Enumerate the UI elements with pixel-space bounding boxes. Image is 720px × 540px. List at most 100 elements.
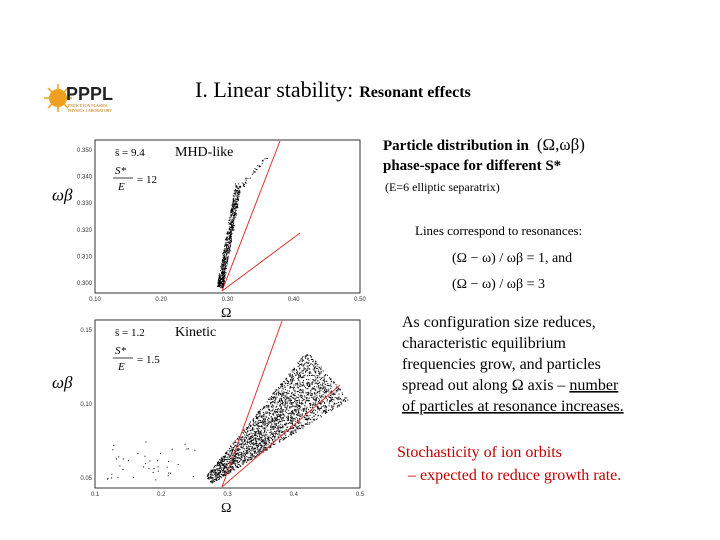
dot xyxy=(302,381,304,383)
dot xyxy=(284,392,286,394)
dot xyxy=(300,415,302,417)
dot xyxy=(310,411,312,413)
dot xyxy=(299,405,301,407)
dot xyxy=(264,442,266,444)
dot xyxy=(234,192,236,194)
dot xyxy=(281,401,283,403)
dot xyxy=(234,458,236,460)
dot xyxy=(259,444,261,446)
dot xyxy=(222,474,224,476)
dot xyxy=(319,409,321,411)
dot xyxy=(290,413,292,415)
dot xyxy=(329,377,331,379)
dot xyxy=(297,384,299,386)
dot xyxy=(315,372,317,374)
dot xyxy=(236,201,238,203)
dot xyxy=(318,369,320,371)
dot xyxy=(261,435,263,437)
dot xyxy=(252,419,254,421)
dot xyxy=(297,414,299,416)
dot xyxy=(222,276,224,278)
dot xyxy=(301,396,303,398)
dot xyxy=(237,453,239,455)
dot xyxy=(279,431,281,433)
dot xyxy=(223,268,225,270)
dot xyxy=(270,446,272,448)
dot xyxy=(233,469,235,471)
dot xyxy=(294,368,296,370)
dot xyxy=(282,393,284,395)
dot xyxy=(264,406,266,408)
dot xyxy=(327,383,329,385)
dot xyxy=(215,465,217,467)
dot xyxy=(258,422,260,424)
dot xyxy=(296,409,298,411)
dot xyxy=(259,436,261,438)
dot xyxy=(287,380,289,382)
dot xyxy=(299,392,301,394)
dot xyxy=(245,458,247,460)
dot xyxy=(330,383,332,385)
dot xyxy=(290,383,292,385)
dot xyxy=(223,469,225,471)
dot xyxy=(221,469,223,471)
dot xyxy=(231,225,233,227)
dot xyxy=(293,384,295,386)
plot-label: MHD-like xyxy=(175,145,233,160)
dot xyxy=(224,251,226,253)
dot xyxy=(282,439,284,441)
dot xyxy=(290,406,292,408)
dot xyxy=(221,266,223,268)
dot xyxy=(212,474,214,476)
dot xyxy=(251,445,253,447)
dot xyxy=(215,479,217,481)
x-tick-label: 0.30 xyxy=(222,297,234,303)
dot xyxy=(240,454,242,456)
dot xyxy=(306,399,308,401)
dot xyxy=(229,235,231,237)
dot xyxy=(311,383,313,385)
dot xyxy=(152,471,154,473)
dot xyxy=(218,275,220,277)
dot xyxy=(246,461,248,463)
dot xyxy=(219,462,221,464)
dot xyxy=(311,388,313,390)
dot xyxy=(256,424,258,426)
dot xyxy=(243,443,245,445)
dot xyxy=(248,439,250,441)
dot xyxy=(231,214,233,216)
dot xyxy=(224,274,226,276)
dot xyxy=(304,407,306,409)
dot xyxy=(233,227,235,229)
dot xyxy=(246,451,248,453)
dot xyxy=(290,422,292,424)
dot xyxy=(312,379,314,381)
dot xyxy=(227,257,229,259)
dot xyxy=(281,400,283,402)
dot xyxy=(237,452,239,454)
dot xyxy=(299,418,301,420)
dot xyxy=(230,236,232,238)
dot xyxy=(325,374,327,376)
dot xyxy=(312,411,314,413)
dot xyxy=(297,387,299,389)
dot xyxy=(306,387,308,389)
dot xyxy=(287,419,289,421)
dot xyxy=(301,409,303,411)
dot xyxy=(232,200,234,202)
dot xyxy=(246,427,248,429)
dot xyxy=(273,391,275,393)
dot xyxy=(304,417,306,419)
dot xyxy=(245,459,247,461)
x-tick-label: 0.1 xyxy=(91,492,100,498)
dot xyxy=(289,374,291,376)
dot xyxy=(301,415,303,417)
dot xyxy=(221,283,223,285)
dot xyxy=(233,195,235,197)
dot xyxy=(231,461,233,463)
dot xyxy=(221,462,223,464)
dot xyxy=(245,453,247,455)
dot xyxy=(230,210,232,212)
dot xyxy=(226,261,228,263)
dot xyxy=(295,430,297,432)
